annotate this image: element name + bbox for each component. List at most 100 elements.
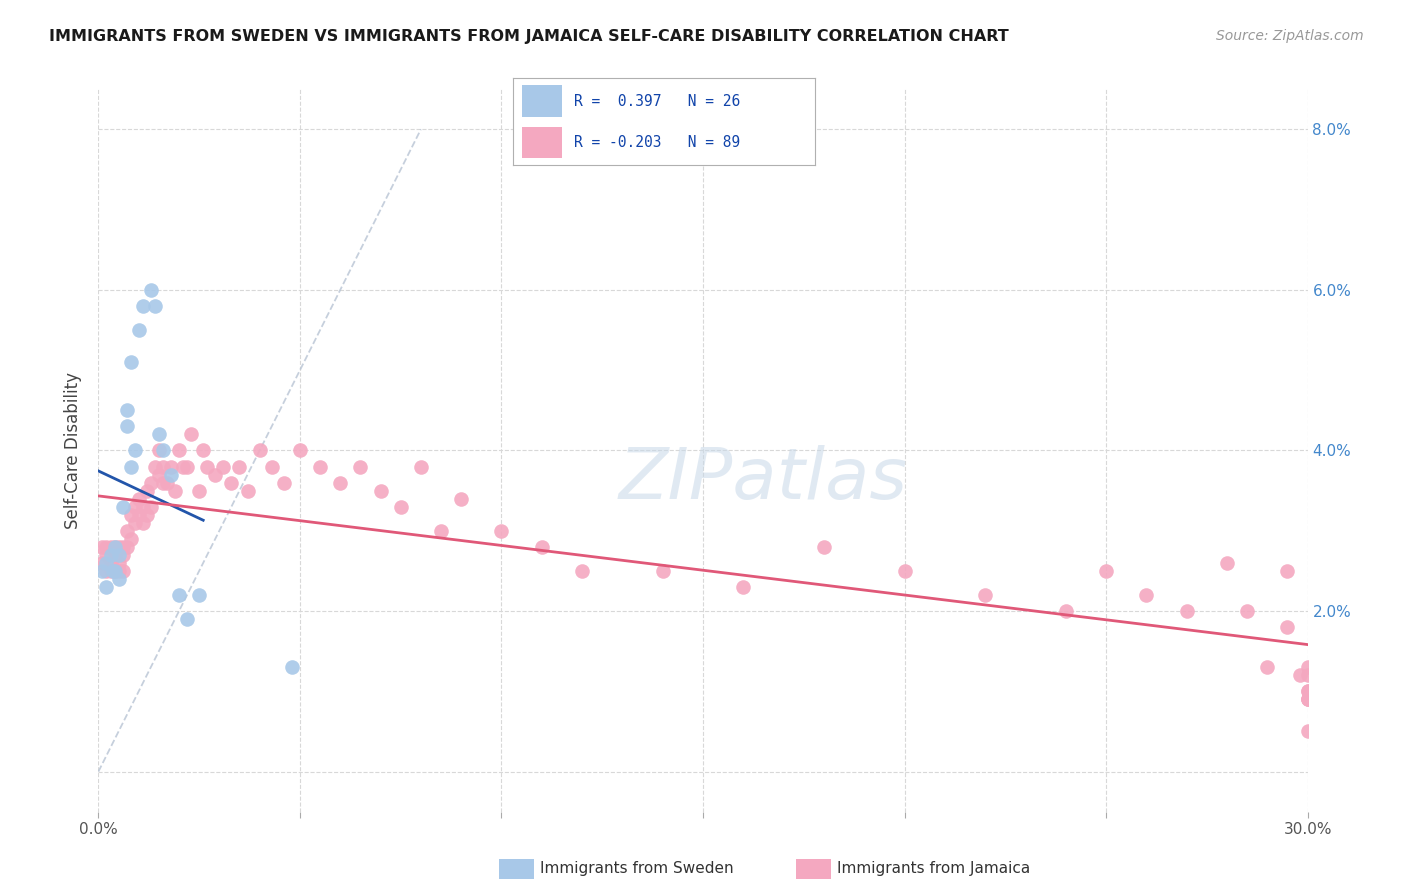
Point: [1288, 668, 1310, 682]
Point: [107, 572, 129, 586]
Point: [91, 564, 114, 578]
Point: [148, 467, 170, 482]
Point: [813, 540, 835, 554]
Point: [120, 508, 142, 522]
Point: [152, 459, 174, 474]
FancyBboxPatch shape: [522, 86, 561, 117]
Point: [1296, 668, 1319, 682]
Point: [1296, 684, 1319, 698]
Point: [128, 508, 150, 522]
Point: [273, 475, 295, 490]
Text: R =  0.397   N = 26: R = 0.397 N = 26: [574, 94, 740, 109]
Text: Immigrants from Sweden: Immigrants from Sweden: [540, 862, 734, 876]
Text: Immigrants from Jamaica: Immigrants from Jamaica: [837, 862, 1029, 876]
Point: [1236, 604, 1258, 618]
Point: [96, 580, 118, 594]
Point: [124, 516, 146, 530]
Point: [160, 459, 183, 474]
Point: [132, 299, 155, 313]
Point: [148, 443, 170, 458]
Point: [96, 564, 118, 578]
Point: [143, 299, 166, 313]
Point: [204, 467, 226, 482]
Point: [107, 564, 129, 578]
Point: [651, 564, 673, 578]
Point: [163, 483, 186, 498]
Point: [100, 556, 122, 570]
Point: [111, 564, 134, 578]
Point: [152, 443, 174, 458]
Point: [1135, 588, 1157, 602]
Text: R = -0.203   N = 89: R = -0.203 N = 89: [574, 135, 740, 150]
Point: [115, 524, 138, 538]
Point: [103, 540, 125, 554]
FancyBboxPatch shape: [522, 127, 561, 158]
Point: [430, 524, 453, 538]
Point: [260, 459, 283, 474]
Point: [107, 548, 129, 562]
Point: [1256, 660, 1278, 674]
Point: [120, 532, 142, 546]
Point: [103, 564, 125, 578]
Point: [115, 403, 138, 417]
Point: [288, 443, 311, 458]
Point: [115, 419, 138, 434]
Point: [128, 323, 150, 337]
Point: [1296, 692, 1319, 706]
Point: [111, 540, 134, 554]
Point: [281, 660, 304, 674]
Point: [96, 556, 118, 570]
Point: [228, 459, 250, 474]
Point: [120, 459, 142, 474]
Point: [148, 427, 170, 442]
Point: [1277, 620, 1299, 634]
Point: [91, 540, 114, 554]
Point: [571, 564, 593, 578]
Point: [188, 588, 211, 602]
Point: [1296, 724, 1319, 739]
Point: [733, 580, 755, 594]
Point: [135, 483, 157, 498]
Point: [176, 612, 198, 626]
Point: [389, 500, 412, 514]
Point: [139, 283, 162, 297]
Point: [329, 475, 352, 490]
Point: [160, 467, 183, 482]
Point: [349, 459, 371, 474]
Point: [107, 556, 129, 570]
Point: [491, 524, 513, 538]
Point: [111, 548, 134, 562]
Text: IMMIGRANTS FROM SWEDEN VS IMMIGRANTS FROM JAMAICA SELF-CARE DISABILITY CORRELATI: IMMIGRANTS FROM SWEDEN VS IMMIGRANTS FRO…: [49, 29, 1010, 44]
Point: [124, 500, 146, 514]
Point: [156, 475, 179, 490]
Point: [193, 443, 215, 458]
Point: [103, 564, 125, 578]
Point: [1216, 556, 1239, 570]
Point: [132, 500, 155, 514]
Point: [103, 548, 125, 562]
Point: [115, 540, 138, 554]
Point: [172, 459, 194, 474]
Point: [212, 459, 235, 474]
Point: [167, 588, 190, 602]
Point: [100, 548, 122, 562]
Point: [124, 443, 146, 458]
Point: [139, 500, 162, 514]
Point: [120, 355, 142, 369]
Point: [188, 483, 211, 498]
Point: [107, 540, 129, 554]
Point: [530, 540, 553, 554]
Point: [152, 475, 174, 490]
Point: [91, 556, 114, 570]
Point: [111, 500, 134, 514]
Point: [128, 491, 150, 506]
Point: [1277, 564, 1299, 578]
Point: [370, 483, 392, 498]
Point: [195, 459, 218, 474]
Point: [1296, 684, 1319, 698]
Point: [974, 588, 997, 602]
Point: [96, 540, 118, 554]
Point: [309, 459, 332, 474]
Point: [450, 491, 472, 506]
Y-axis label: Self-Care Disability: Self-Care Disability: [65, 372, 83, 529]
